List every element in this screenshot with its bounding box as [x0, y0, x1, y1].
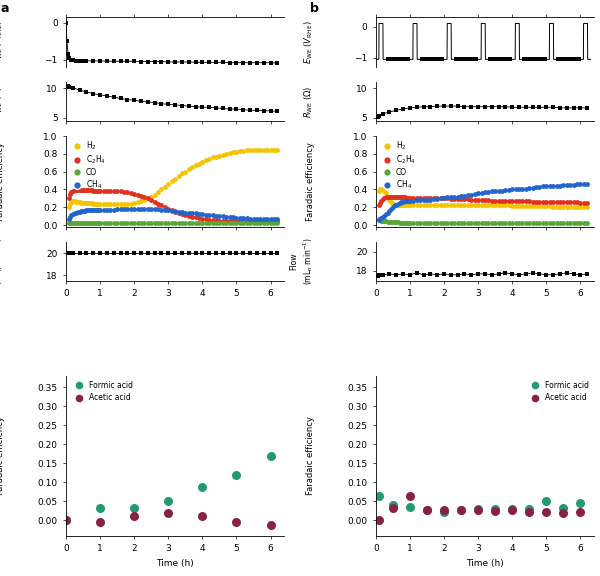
- Y-axis label: Faradaic efficiency: Faradaic efficiency: [0, 142, 5, 221]
- Y-axis label: $E_{\rm WE}$ ($V_{\rm RHE}$): $E_{\rm WE}$ ($V_{\rm RHE}$): [0, 20, 5, 64]
- X-axis label: Time (h): Time (h): [466, 559, 504, 567]
- Text: b: b: [310, 2, 319, 16]
- Y-axis label: $E_{\rm WE}$ ($V_{\rm RHE}$): $E_{\rm WE}$ ($V_{\rm RHE}$): [302, 20, 315, 64]
- Text: a: a: [1, 2, 9, 16]
- Y-axis label: Faradaic efficiency: Faradaic efficiency: [0, 416, 5, 495]
- Y-axis label: Faradaic efficiency: Faradaic efficiency: [306, 416, 315, 495]
- Y-axis label: $R_{\rm WE}$ ($\Omega$): $R_{\rm WE}$ ($\Omega$): [302, 85, 315, 118]
- Legend: H$_2$, C$_2$H$_4$, CO, CH$_4$: H$_2$, C$_2$H$_4$, CO, CH$_4$: [68, 138, 107, 192]
- Y-axis label: Flow
(mL$_{\rm n}$ min$^{-1}$): Flow (mL$_{\rm n}$ min$^{-1}$): [0, 237, 5, 285]
- Legend: Formic acid, Acetic acid: Formic acid, Acetic acid: [70, 380, 134, 404]
- Y-axis label: $R_{\rm WE}$ ($\Omega$): $R_{\rm WE}$ ($\Omega$): [0, 85, 5, 118]
- Legend: H$_2$, C$_2$H$_4$, CO, CH$_4$: H$_2$, C$_2$H$_4$, CO, CH$_4$: [378, 138, 416, 192]
- Legend: Formic acid, Acetic acid: Formic acid, Acetic acid: [526, 380, 590, 404]
- Y-axis label: Faradaic efficiency: Faradaic efficiency: [306, 142, 315, 221]
- X-axis label: Time (h): Time (h): [156, 559, 194, 567]
- Y-axis label: Flow
(mL$_{\rm n}$ min$^{-1}$): Flow (mL$_{\rm n}$ min$^{-1}$): [290, 237, 315, 285]
